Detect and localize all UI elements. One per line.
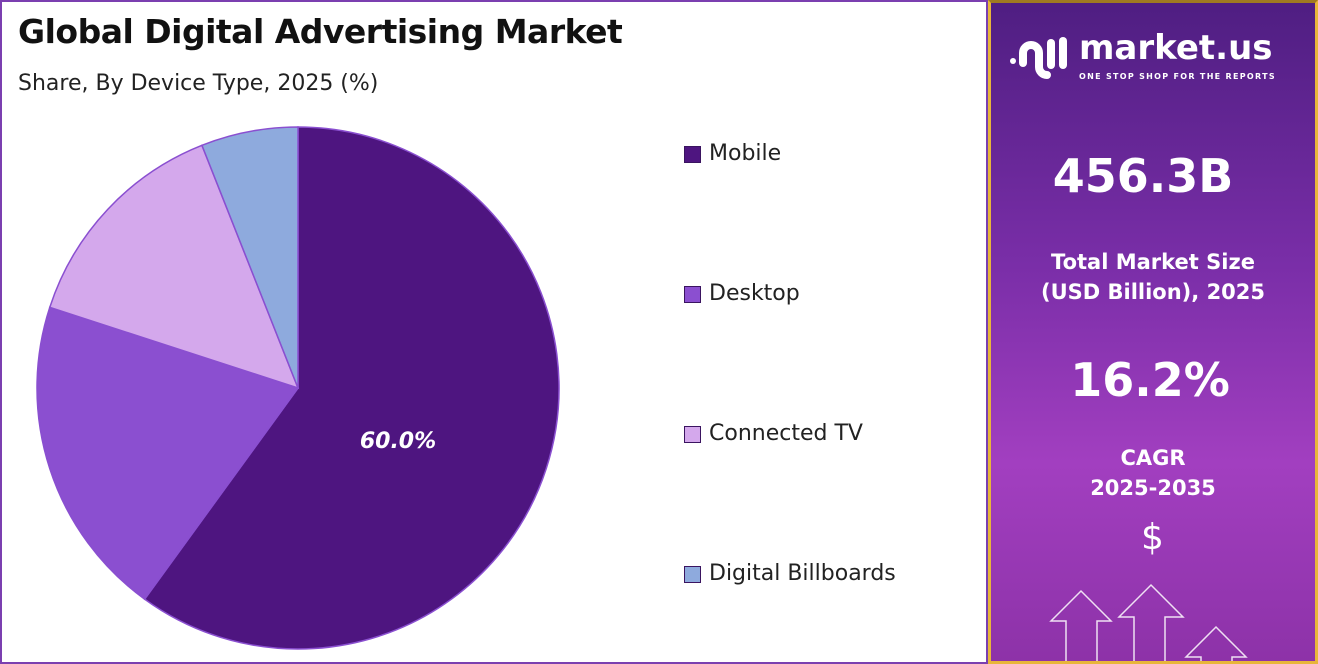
legend-swatch xyxy=(684,145,701,163)
legend-label: Desktop xyxy=(709,281,800,306)
market-size-label: Total Market Size (USD Billion), 2025 xyxy=(991,247,1315,307)
pie-slice-mobile xyxy=(143,126,560,650)
brand-name: market.us xyxy=(1079,28,1273,68)
legend-swatch xyxy=(684,565,701,583)
cagr-label-line1: CAGR xyxy=(1120,446,1186,470)
market-us-logo: market.us ONE STOP SHOP FOR THE REPORTS xyxy=(1007,27,1276,83)
legend-item: Mobile xyxy=(684,140,781,168)
brand-tagline: ONE STOP SHOP FOR THE REPORTS xyxy=(1079,72,1276,81)
summary-panel: market.us ONE STOP SHOP FOR THE REPORTS … xyxy=(988,0,1318,664)
data-label: 60.0% xyxy=(360,429,436,454)
logo-icon xyxy=(1010,37,1067,79)
pie-slice-desktop xyxy=(36,306,300,601)
legend-label: Connected TV xyxy=(709,421,863,446)
legend-label: Mobile xyxy=(709,141,782,166)
pie-slice-connected-tv xyxy=(48,144,300,390)
legend-item: Connected TV xyxy=(684,420,863,448)
market-size-label-line1: Total Market Size xyxy=(1051,250,1255,274)
legend-label: Digital Billboards xyxy=(709,561,896,586)
growth-arrows-icon xyxy=(1049,583,1248,661)
market-size-value: 456.3B xyxy=(1052,149,1234,203)
market-size-label-line2: (USD Billion), 2025 xyxy=(1040,280,1266,304)
chart-subtitle: Share, By Device Type, 2025 (%) xyxy=(18,71,379,96)
cagr-value: 16.2% xyxy=(1070,353,1230,407)
pie-slice-digital-billboards xyxy=(200,126,299,389)
cagr-label: CAGR 2025-2035 xyxy=(991,443,1315,503)
legend-item: Desktop xyxy=(684,280,800,308)
cagr-label-line2: 2025-2035 xyxy=(1090,476,1216,500)
legend-item: Digital Billboards xyxy=(684,560,896,588)
dollar-icon: $ xyxy=(1141,517,1164,558)
chart-panel: Global Digital Advertising Market Share,… xyxy=(0,0,988,664)
chart-title: Global Digital Advertising Market xyxy=(18,12,623,51)
legend-swatch xyxy=(684,425,701,443)
pie-chart: 60.0% xyxy=(36,126,560,650)
legend-swatch xyxy=(684,285,701,303)
